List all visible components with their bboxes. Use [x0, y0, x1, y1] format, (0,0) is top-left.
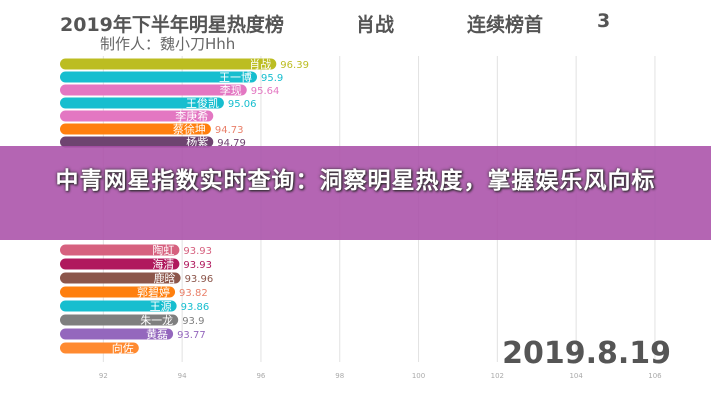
bar-value-label: 96.39 — [280, 60, 309, 71]
bar-name-label: 蔡徐坤 — [173, 122, 206, 136]
bar-value-label: 93.93 — [183, 260, 212, 271]
bar-value-label: 95.64 — [251, 86, 280, 97]
leader-name: 肖战 — [356, 14, 395, 36]
bar-value-label: 95.9 — [261, 73, 283, 84]
bar-name-label: 黄磊 — [146, 327, 168, 341]
bar-value-label: 94.73 — [215, 125, 244, 136]
x-tick-label: 102 — [491, 372, 504, 380]
x-tick-label: 98 — [335, 372, 344, 380]
bar-name-label: 鹿晗 — [154, 271, 176, 285]
bar — [60, 286, 176, 298]
bar-name-label: 王源 — [150, 299, 172, 313]
banner-text: 中青网星指数实时查询：洞察明星热度，掌握娱乐风向标 — [55, 168, 656, 194]
bar — [60, 328, 174, 340]
bar-name-label: 杨紫 — [186, 135, 208, 149]
bar-name-label: 朱一龙 — [140, 314, 173, 327]
bar — [60, 136, 214, 148]
x-tick-label: 104 — [569, 372, 583, 380]
bar-value-label: 93.77 — [177, 330, 206, 341]
bar — [60, 300, 177, 312]
bar — [60, 123, 211, 135]
bar-value-label: 95.06 — [228, 99, 257, 110]
streak-label: 连续榜首 — [467, 14, 544, 36]
bar — [60, 314, 179, 326]
x-tick-label: 94 — [178, 372, 187, 380]
chart-title: 2019年下半年明星热度榜 — [60, 14, 284, 36]
x-tick-label: 106 — [648, 372, 662, 380]
bar — [60, 71, 257, 83]
bar-name-label: 王俊凯 — [186, 96, 219, 110]
bar-name-label: 王一博 — [219, 71, 252, 84]
bar-name-label: 陶虹 — [152, 243, 174, 257]
bar — [60, 272, 181, 284]
bar-value-label: 93.82 — [179, 288, 208, 299]
x-tick-label: 92 — [99, 372, 108, 380]
bar-name-label: 海清 — [152, 257, 174, 271]
bar-name-label: 李现 — [220, 83, 242, 97]
x-tick-label: 100 — [412, 372, 425, 380]
bar — [60, 342, 139, 354]
bar-name-label: 肖战 — [249, 57, 271, 71]
bar — [60, 244, 180, 256]
bar — [60, 58, 277, 70]
bar-value-label: 93.86 — [181, 302, 210, 313]
bar — [60, 110, 214, 122]
bar-value-label: 93.96 — [185, 274, 214, 285]
bar — [60, 84, 247, 96]
bar-value-label: 93.9 — [182, 316, 204, 327]
date-label: 2019.8.19 — [502, 336, 671, 371]
author-credit: 制作人：魏小刀Hhh — [100, 35, 236, 53]
x-tick-label: 96 — [256, 372, 265, 380]
bar — [60, 97, 224, 109]
streak-count: 3 — [597, 10, 611, 32]
bar-name-label: 向佐 — [112, 341, 134, 355]
bar-value-label: 93.93 — [183, 246, 212, 257]
bar-value-label: 94.79 — [217, 138, 246, 149]
bar-name-label: 郭碧婷 — [137, 285, 170, 299]
bar — [60, 258, 180, 270]
overlay-banner: 中青网星指数实时查询：洞察明星热度，掌握娱乐风向标 — [0, 146, 711, 240]
bar-name-label: 李庚希 — [175, 109, 208, 123]
